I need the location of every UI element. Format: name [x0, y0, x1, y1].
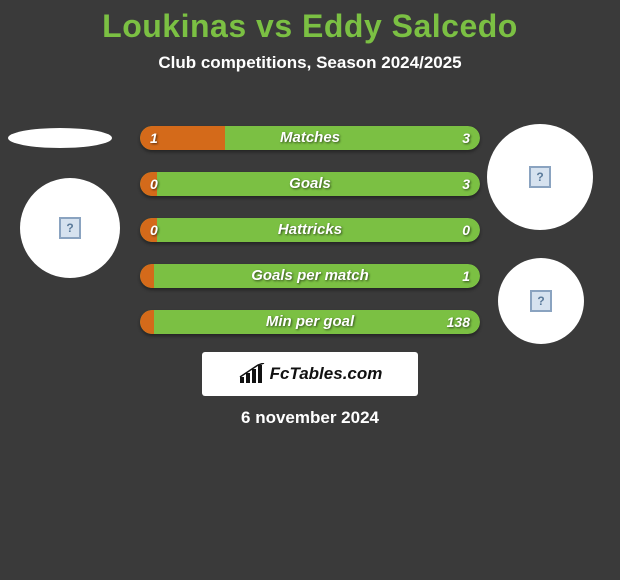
brand-box: FcTables.com: [202, 352, 418, 396]
decorative-ellipse: [8, 128, 112, 148]
date-label: 6 november 2024: [0, 408, 620, 428]
page-title: Loukinas vs Eddy Salcedo: [0, 0, 620, 45]
bar-label: Hattricks: [140, 218, 480, 242]
stat-bar: 13Matches: [140, 126, 480, 150]
brand-text: FcTables.com: [270, 364, 383, 384]
placeholder-icon: ?: [59, 217, 81, 239]
player-right-avatar-1: ?: [487, 124, 593, 230]
bar-label: Goals per match: [140, 264, 480, 288]
placeholder-icon: ?: [529, 166, 551, 188]
stat-bar: 00Hattricks: [140, 218, 480, 242]
bar-label: Goals: [140, 172, 480, 196]
player-right-avatar-2: ?: [498, 258, 584, 344]
brand-chart-icon: [238, 363, 266, 385]
page-subtitle: Club competitions, Season 2024/2025: [0, 53, 620, 73]
stat-bar: 03Goals: [140, 172, 480, 196]
bar-label: Min per goal: [140, 310, 480, 334]
stat-bar: 1Goals per match: [140, 264, 480, 288]
comparison-bars: 13Matches 03Goals 00Hattricks 1Goals per ma…: [140, 126, 480, 356]
stat-bar: 138Min per goal: [140, 310, 480, 334]
player-left-avatar: ?: [20, 178, 120, 278]
bar-label: Matches: [140, 126, 480, 150]
placeholder-icon: ?: [530, 290, 552, 312]
